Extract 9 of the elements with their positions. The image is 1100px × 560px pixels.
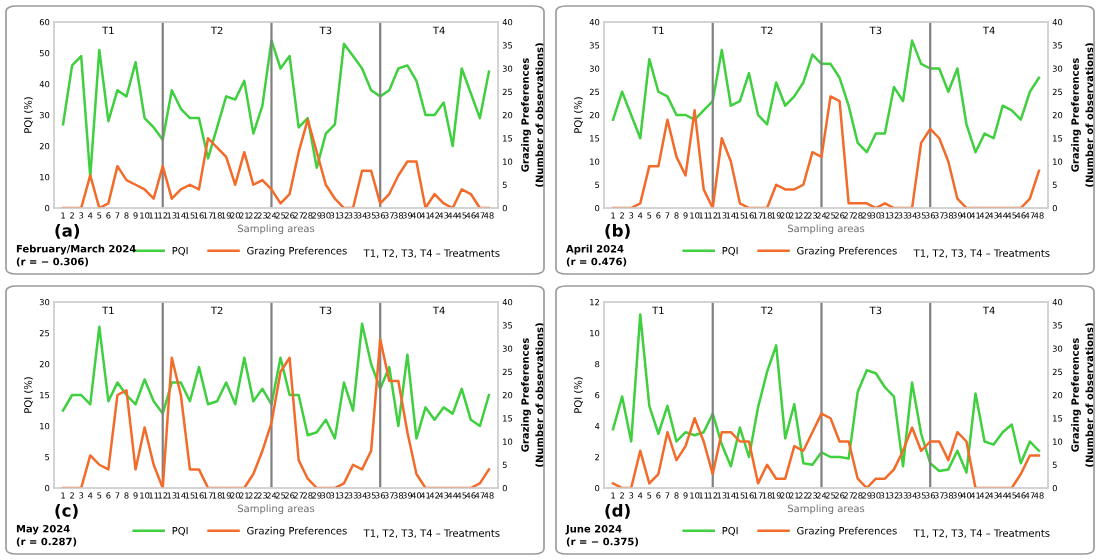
line-series [611, 412, 1041, 488]
line-series [611, 313, 1041, 474]
text: (d) [605, 503, 630, 519]
text: (c) [55, 503, 78, 519]
text: (b) [605, 223, 630, 239]
line-series [61, 39, 491, 179]
line-series [61, 322, 491, 440]
line-series [611, 39, 1041, 154]
text: (a) [55, 223, 80, 239]
